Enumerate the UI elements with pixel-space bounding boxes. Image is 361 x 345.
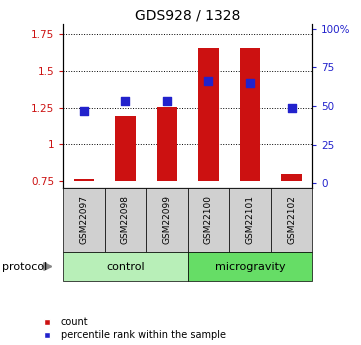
Legend: count, percentile rank within the sample: count, percentile rank within the sample — [37, 317, 226, 340]
Bar — [240, 48, 260, 181]
Point — [288, 105, 294, 110]
Text: microgravity: microgravity — [215, 262, 285, 272]
Text: GSM22102: GSM22102 — [287, 196, 296, 244]
Point — [164, 99, 170, 104]
Text: GSM22101: GSM22101 — [245, 195, 255, 245]
Text: control: control — [106, 262, 145, 272]
Point — [81, 108, 87, 114]
Point — [205, 79, 211, 84]
Bar — [198, 48, 219, 181]
Bar — [115, 116, 136, 181]
Bar — [74, 178, 94, 181]
Bar — [157, 107, 177, 181]
Text: protocol: protocol — [2, 262, 47, 272]
Text: GSM22099: GSM22099 — [162, 195, 171, 245]
Title: GDS928 / 1328: GDS928 / 1328 — [135, 9, 240, 23]
Point — [122, 99, 129, 104]
Point — [247, 80, 253, 86]
Text: GSM22097: GSM22097 — [79, 195, 88, 245]
Text: GSM22098: GSM22098 — [121, 195, 130, 245]
Text: GSM22100: GSM22100 — [204, 195, 213, 245]
Bar — [281, 174, 302, 181]
